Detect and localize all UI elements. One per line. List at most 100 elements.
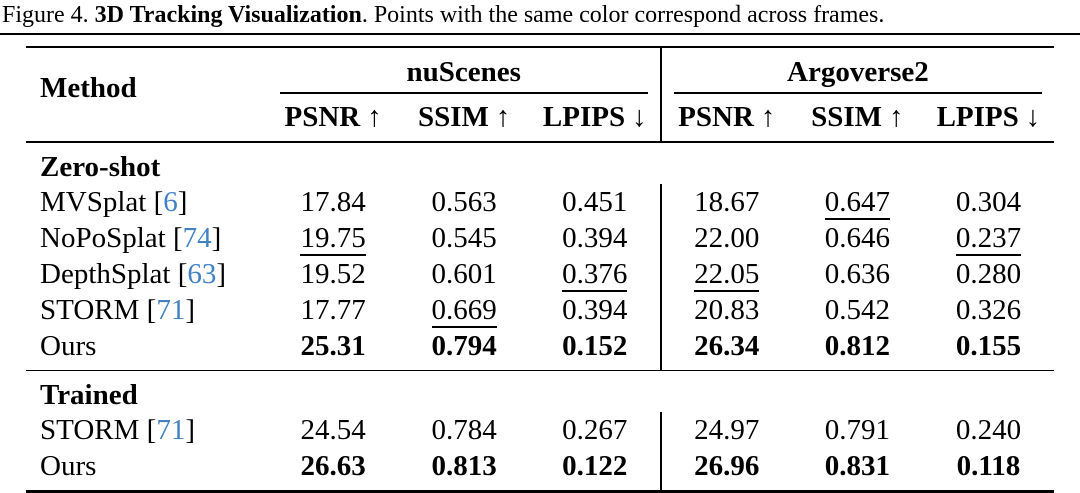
value-cell: 0.122 (530, 448, 661, 492)
value: 18.67 (694, 186, 760, 218)
value-cell: 0.118 (923, 448, 1054, 492)
value: 0.451 (562, 186, 628, 218)
value-cell: 0.647 (792, 184, 923, 220)
method-cell: Ours (26, 328, 268, 371)
section-label: Zero-shot (40, 151, 161, 183)
table-row: STORM [71] 24.54 0.784 0.267 24.97 0.791 0.240 (26, 412, 1054, 448)
value-cell: 0.545 (399, 220, 530, 256)
metric-header-row: PSNR ↑ SSIM ↑ LPIPS ↓ PSNR ↑ SSIM ↑ LPIPS ↓ (26, 94, 1054, 142)
value-cell: 0.280 (923, 256, 1054, 292)
table-row: MVSplat [6] 17.84 0.563 0.451 18.67 0.647 0.30… (26, 184, 1054, 220)
citation-number[interactable]: 63 (187, 258, 217, 290)
value-cell: 0.237 (923, 220, 1054, 256)
method-cell: DepthSplat [63] (26, 256, 268, 292)
group-header-nuscenes: nuScenes (268, 47, 661, 94)
citation-number[interactable]: 71 (156, 414, 186, 446)
value-cell: 0.563 (399, 184, 530, 220)
value-cell: 0.326 (923, 292, 1054, 328)
value: 0.563 (431, 186, 497, 218)
figure-title: 3D Tracking Visualization (94, 2, 362, 28)
figure-caption-text: . Points with the same color correspond … (361, 2, 885, 28)
up-arrow-icon: ↑ (495, 101, 511, 133)
method-name: MVSplat (40, 186, 147, 218)
value-cell: 0.394 (530, 220, 661, 256)
citation-number[interactable]: 6 (163, 186, 178, 218)
value-cell: 18.67 (659, 184, 792, 220)
value-cell: 0.240 (923, 412, 1054, 448)
figure-caption: Figure 4. 3D Tracking Visualization. Poin… (0, 0, 1080, 35)
value-cell: 20.83 (659, 292, 792, 328)
table-row: DepthSplat [63] 19.52 0.601 0.376 22.05 0.636… (26, 256, 1054, 292)
value-cell: 22.00 (659, 220, 792, 256)
value: 19.52 (300, 258, 366, 290)
metric-header-psnr-nuscenes: PSNR ↑ (284, 101, 382, 133)
value-cell: 0.376 (530, 256, 661, 292)
up-arrow-icon: ↑ (889, 101, 904, 133)
best-value: 0.794 (431, 330, 497, 362)
value: 24.54 (300, 414, 366, 446)
second-best-value: 0.376 (562, 258, 628, 292)
value-cell: 0.267 (530, 412, 661, 448)
value-cell: 0.542 (792, 292, 923, 328)
best-value: 0.831 (824, 450, 890, 482)
value-cell: 0.812 (792, 328, 923, 371)
citation-link[interactable]: [63] (170, 258, 227, 290)
citation-link[interactable]: [6] (146, 186, 188, 218)
value: 0.394 (562, 294, 628, 326)
citation-link[interactable]: [71] (139, 414, 195, 446)
best-value: 0.122 (562, 450, 628, 482)
best-value: 0.812 (824, 330, 890, 362)
value-cell: 26.96 (659, 448, 792, 492)
group-header-argoverse2: Argoverse2 (659, 47, 1054, 94)
value: 0.636 (824, 258, 890, 290)
down-arrow-icon: ↓ (1025, 101, 1041, 133)
value-cell: 0.304 (923, 184, 1054, 220)
citation-number[interactable]: 74 (182, 222, 212, 254)
value-cell: 0.669 (399, 292, 530, 328)
value: 24.97 (694, 414, 760, 446)
best-value: 26.63 (300, 450, 366, 482)
value-cell: 0.794 (399, 328, 530, 371)
value: 0.542 (824, 294, 890, 326)
metric-header-lpips-argoverse2: LPIPS ↓ (936, 101, 1041, 133)
second-best-value: 22.05 (694, 258, 760, 292)
metric-header-lpips-nuscenes: LPIPS ↓ (542, 101, 647, 133)
value-cell: 0.152 (530, 328, 661, 371)
up-arrow-icon: ↑ (760, 101, 776, 133)
value-cell: 26.34 (659, 328, 792, 371)
best-value: 26.96 (694, 450, 760, 482)
method-cell: STORM [71] (26, 292, 268, 328)
value: 20.83 (694, 294, 760, 326)
value: 0.394 (562, 222, 628, 254)
method-name: STORM (40, 414, 140, 446)
value-cell: 26.63 (268, 448, 399, 492)
method-name: NoPoSplat (40, 222, 166, 254)
value: 0.304 (955, 186, 1022, 218)
metric-header-psnr-argoverse2: PSNR ↑ (659, 94, 792, 142)
value-cell: 0.831 (792, 448, 923, 492)
group-header-row: Method nuScenes Argoverse2 (26, 47, 1054, 104)
value-cell: 0.791 (792, 412, 923, 448)
second-best-value: 0.647 (824, 186, 890, 220)
value-cell: 19.52 (268, 256, 399, 292)
value: 0.326 (955, 294, 1022, 326)
value: 0.240 (955, 414, 1022, 446)
section-zero-shot: Zero-shot MVSplat [6] 17.84 0.563 0.451 18.67… (26, 142, 1054, 371)
citation-link[interactable]: [71] (139, 294, 195, 326)
value-cell: 25.31 (268, 328, 399, 371)
cmidrule-nuscenes (279, 92, 648, 94)
value-cell: 17.77 (268, 292, 399, 328)
citation-number[interactable]: 71 (156, 294, 186, 326)
method-name: DepthSplat (40, 258, 171, 290)
second-best-value: 19.75 (300, 222, 366, 256)
citation-link[interactable]: [74] (165, 222, 222, 254)
results-table-wrapper: Method nuScenes Argoverse2 PSNR ↑ SSIM ↑ L… (26, 46, 1054, 493)
value: 0.791 (824, 414, 890, 446)
best-value: 0.152 (562, 330, 628, 362)
method-cell: Ours (26, 448, 268, 492)
value: 0.545 (431, 222, 497, 254)
best-value: 26.34 (694, 330, 760, 362)
second-best-value: 0.237 (955, 222, 1022, 256)
down-arrow-icon: ↓ (632, 101, 647, 133)
value-cell: 0.601 (399, 256, 530, 292)
